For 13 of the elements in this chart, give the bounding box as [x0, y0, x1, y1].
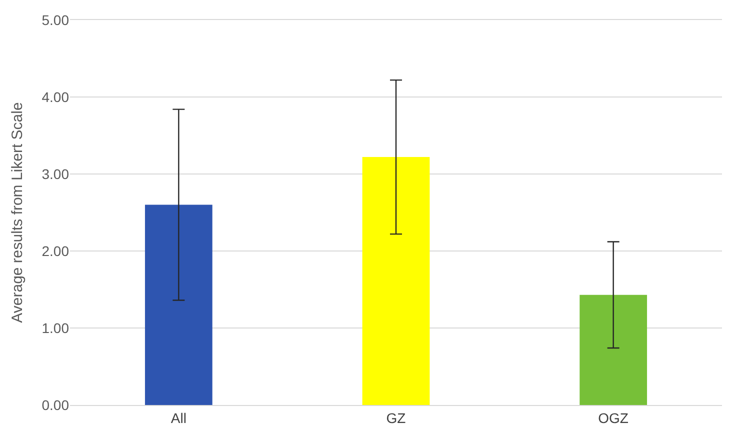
bar	[580, 294, 648, 405]
y-tick-label: 5.00	[42, 12, 70, 28]
y-tick-label: 2.00	[42, 242, 70, 259]
bar	[144, 204, 212, 405]
y-tick-label: 1.00	[42, 320, 70, 336]
y-tick-label: 4.00	[42, 88, 70, 105]
y-tick-label: 3.00	[42, 166, 70, 182]
bar	[362, 157, 430, 405]
x-tick-label: OGZ	[598, 410, 629, 426]
y-axis-title: Average results from Likert Scale	[9, 102, 26, 323]
y-tick-label: 0.00	[42, 396, 70, 413]
x-tick-label: All	[170, 410, 186, 426]
x-tick-label: GZ	[386, 410, 406, 426]
